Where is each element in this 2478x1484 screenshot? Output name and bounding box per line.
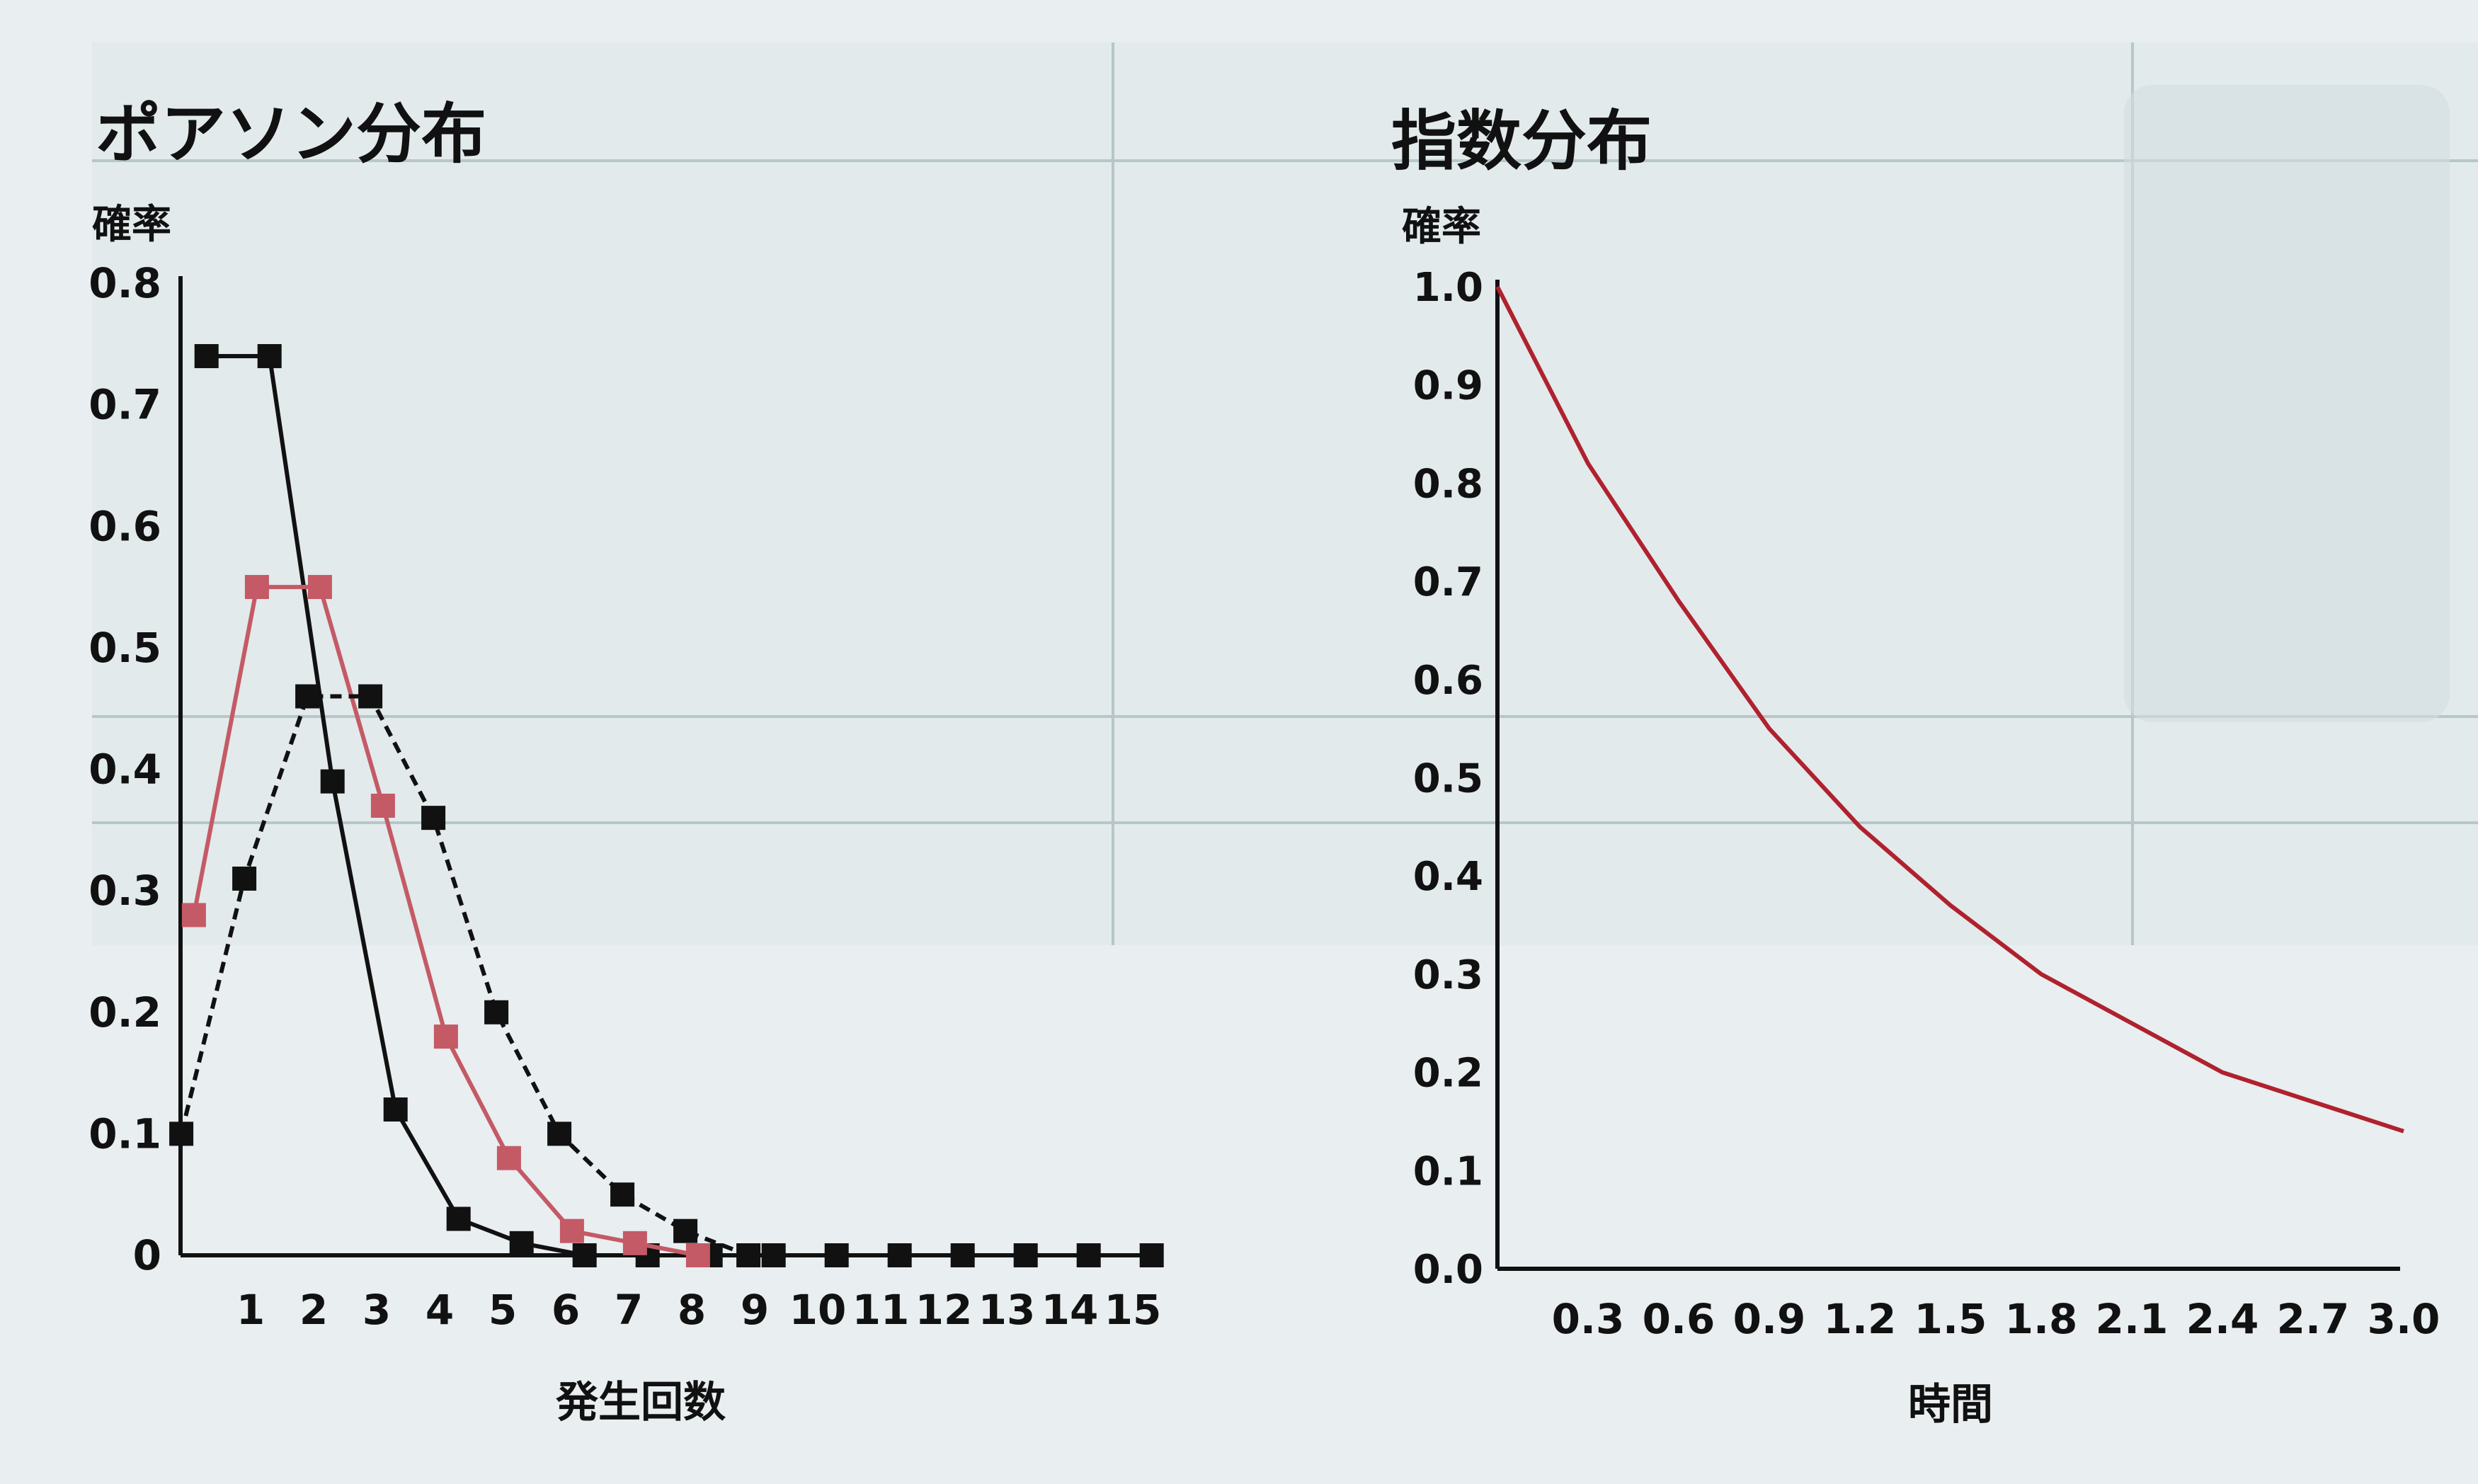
poisson-series-1-point xyxy=(433,1024,458,1049)
poisson-y-tick-label: 0.6 xyxy=(88,502,161,550)
poisson-y-tick-label: 0.5 xyxy=(88,624,161,672)
poisson-series-0-point xyxy=(1139,1243,1164,1267)
poisson-series-2-point xyxy=(610,1182,635,1207)
poisson-series-2-point xyxy=(169,1121,194,1146)
exponential-x-tick-label: 2.4 xyxy=(2186,1295,2259,1343)
background-rule xyxy=(92,821,2478,824)
poisson-series-0-point xyxy=(761,1243,786,1267)
exponential-y-tick-label: 0.2 xyxy=(1413,1051,1483,1097)
exponential-y-tick-label: 0.9 xyxy=(1413,363,1483,409)
exponential-title: 指数分布 xyxy=(1391,103,1652,179)
poisson-series-0-point xyxy=(383,1097,408,1122)
poisson-x-tick-label: 7 xyxy=(615,1286,643,1334)
poisson-series-0-point xyxy=(194,343,219,368)
poisson-series-2-point xyxy=(358,684,383,709)
poisson-series-0-point xyxy=(887,1243,912,1267)
poisson-x-axis-label: 発生回数 xyxy=(556,1378,726,1427)
poisson-y-tick-label: 0.2 xyxy=(88,988,161,1037)
exponential-x-tick-label: 2.7 xyxy=(2277,1295,2350,1343)
exponential-y-tick-label: 0.3 xyxy=(1413,952,1483,998)
poisson-x-tick-label: 6 xyxy=(552,1286,580,1334)
poisson-series-0-line xyxy=(206,353,1152,1257)
exponential-x-tick-label: 2.1 xyxy=(2096,1295,2169,1343)
exponential-y-axis-label: 確率 xyxy=(1402,204,1481,250)
poisson-y-tick-label: 0.3 xyxy=(88,867,161,915)
background-rule xyxy=(1112,42,1114,945)
poisson-x-tick-label: 9 xyxy=(741,1286,769,1334)
poisson-series-1-point xyxy=(496,1146,521,1170)
poisson-series-2-point xyxy=(421,806,446,831)
poisson-title: ポアソン分布 xyxy=(96,96,487,172)
exponential-x-tick-label: 0.9 xyxy=(1733,1295,1806,1343)
exponential-x-tick-label: 0.6 xyxy=(1643,1295,1715,1343)
poisson-y-tick-label: 0.4 xyxy=(88,746,161,794)
poisson-x-tick-label: 8 xyxy=(678,1286,706,1334)
exponential-series-0-line xyxy=(1495,285,2404,1134)
poisson-series-2-point xyxy=(673,1218,698,1243)
poisson-x-tick-label: 11 xyxy=(852,1286,910,1334)
poisson-x-tick-label: 5 xyxy=(489,1286,517,1334)
poisson-x-tick-label: 1 xyxy=(236,1286,265,1334)
background-shape xyxy=(2124,85,2450,722)
poisson-series-2-point xyxy=(232,866,257,891)
poisson-y-tick-label: 0 xyxy=(133,1231,161,1279)
exponential-x-tick-label: 0.3 xyxy=(1552,1295,1625,1343)
poisson-x-tick-label: 2 xyxy=(299,1286,328,1334)
poisson-series-1-line xyxy=(191,585,699,1257)
background-rule xyxy=(92,159,2478,162)
poisson-series-1-point xyxy=(370,793,395,818)
poisson-y-tick-label: 0.1 xyxy=(88,1109,161,1158)
poisson-x-tick-label: 4 xyxy=(426,1286,454,1334)
poisson-x-tick-label: 3 xyxy=(362,1286,391,1334)
exponential-x-tick-label: 3.0 xyxy=(2368,1295,2440,1343)
poisson-series-1-point xyxy=(559,1218,584,1243)
exponential-y-tick-label: 0.8 xyxy=(1413,461,1483,507)
poisson-y-tick-label: 0.7 xyxy=(88,381,161,429)
exponential-y-tick-label: 0.0 xyxy=(1413,1247,1483,1293)
poisson-series-0-point xyxy=(257,343,282,368)
background-table xyxy=(92,42,2478,945)
poisson-series-2-point xyxy=(295,684,320,709)
poisson-series-2-point xyxy=(484,1000,509,1024)
poisson-series-0-point xyxy=(446,1206,471,1231)
poisson-x-tick-label: 13 xyxy=(978,1286,1036,1334)
exponential-y-tick-label: 0.4 xyxy=(1413,854,1483,900)
exponential-x-tick-label: 1.8 xyxy=(2005,1295,2078,1343)
exponential-x-tick-label: 1.5 xyxy=(1914,1295,1987,1343)
poisson-series-0-point xyxy=(509,1231,534,1255)
exponential-y-tick-label: 0.1 xyxy=(1413,1148,1483,1194)
poisson-x-tick-label: 12 xyxy=(915,1286,973,1334)
exponential-y-tick-label: 0.5 xyxy=(1413,756,1483,802)
exponential-y-tick-label: 0.7 xyxy=(1413,559,1483,605)
poisson-series-0-point xyxy=(320,769,345,794)
poisson-series-2-point xyxy=(547,1121,572,1146)
poisson-series-1-point xyxy=(181,903,206,928)
poisson-y-tick-label: 0.8 xyxy=(88,259,161,307)
poisson-series-2-line xyxy=(179,694,750,1257)
poisson-y-axis-label: 確率 xyxy=(92,202,171,248)
poisson-series-1-point xyxy=(685,1243,710,1267)
poisson-x-tick-label: 10 xyxy=(789,1286,847,1334)
poisson-series-1-point xyxy=(622,1231,647,1255)
poisson-series-1-point xyxy=(307,575,332,600)
poisson-x-tick-label: 15 xyxy=(1104,1286,1162,1334)
exponential-x-tick-label: 1.2 xyxy=(1824,1295,1897,1343)
poisson-series-0-point xyxy=(950,1243,975,1267)
poisson-series-2-point xyxy=(736,1243,761,1267)
poisson-series-1-point xyxy=(244,575,269,600)
poisson-series-0-point xyxy=(824,1243,849,1267)
background-rule xyxy=(92,715,2478,718)
exponential-x-axis-label: 時間 xyxy=(1908,1380,1993,1429)
poisson-series-0-point xyxy=(1013,1243,1038,1267)
poisson-series-0-point xyxy=(1076,1243,1101,1267)
exponential-y-tick-label: 1.0 xyxy=(1413,265,1483,311)
exponential-y-tick-label: 0.6 xyxy=(1413,658,1483,704)
poisson-x-tick-label: 14 xyxy=(1041,1286,1099,1334)
poisson-series-0-point xyxy=(572,1243,597,1267)
